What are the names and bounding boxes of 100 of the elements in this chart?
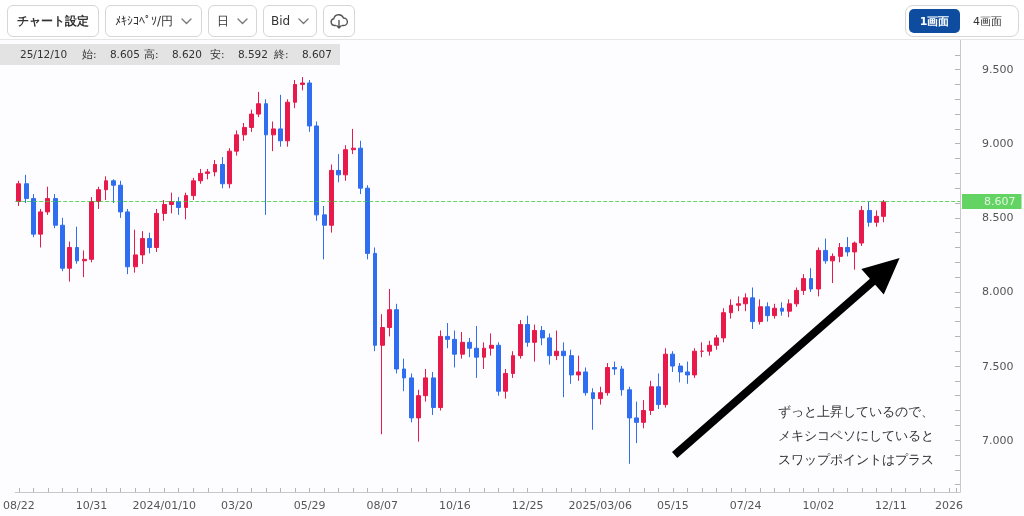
- x-tick-label: 10/16: [439, 499, 471, 512]
- candlestick: [45, 186, 50, 216]
- candlestick: [271, 121, 276, 152]
- y-tick-label: 7.000: [982, 433, 1014, 447]
- candlestick: [838, 242, 843, 263]
- candlestick: [867, 201, 872, 228]
- single-view-tab[interactable]: 1画面: [909, 9, 961, 33]
- download-button[interactable]: [323, 5, 355, 37]
- candlestick: [227, 147, 232, 189]
- candlestick: [816, 246, 821, 297]
- candlestick: [692, 347, 697, 379]
- candlestick: [583, 367, 588, 397]
- candlestick: [787, 298, 792, 318]
- x-tick-label: 2026: [935, 499, 964, 512]
- candlestick: [242, 122, 247, 142]
- candlestick: [38, 208, 43, 248]
- price-type-dropdown[interactable]: Bid: [263, 5, 317, 37]
- timeframe-dropdown[interactable]: 日: [208, 5, 257, 37]
- settings-button[interactable]: チャート設定: [7, 5, 99, 37]
- candlestick: [670, 350, 675, 373]
- candlestick: [576, 355, 581, 382]
- candlestick: [198, 168, 203, 185]
- candlestick: [532, 324, 537, 363]
- candlestick: [351, 128, 356, 155]
- candlestick: [118, 180, 123, 219]
- candlestick: [205, 168, 210, 180]
- candlestick: [511, 350, 515, 379]
- candlestick: [147, 232, 152, 254]
- candlestick: [598, 386, 603, 406]
- candlestick: [445, 322, 450, 349]
- candlestick: [256, 91, 261, 118]
- candlestick: [569, 349, 574, 385]
- candlestick: [641, 399, 646, 429]
- candlestick: [322, 205, 327, 260]
- candlestick: [249, 109, 254, 133]
- annotation: 25/12/10: [20, 48, 68, 61]
- candlestick: [729, 298, 733, 320]
- candlestick: [780, 301, 784, 317]
- candlestick: [278, 94, 283, 148]
- candlestick: [554, 329, 559, 361]
- x-tick-label: 05/29: [293, 499, 326, 512]
- candlestick: [620, 365, 624, 397]
- candlestick: [801, 273, 806, 296]
- candlestick: [82, 249, 87, 278]
- candlestick: [830, 252, 835, 284]
- candlestick: [852, 241, 857, 271]
- candlestick: [460, 331, 465, 360]
- candlestick: [162, 199, 167, 222]
- candlestick: [387, 288, 392, 337]
- annotation: 安: 8.592: [210, 48, 268, 61]
- x-tick-label: 12/25: [511, 499, 544, 512]
- candlestick: [300, 76, 305, 91]
- y-tick-label: 8.000: [982, 285, 1014, 299]
- candlestick: [89, 196, 94, 263]
- four-view-tab[interactable]: 4画面: [960, 9, 1015, 33]
- candlestick: [750, 286, 755, 330]
- candlestick: [503, 368, 508, 400]
- candlestick: [859, 205, 864, 247]
- ref-line-label: 8.607: [984, 195, 1016, 209]
- candlestick: [452, 329, 457, 369]
- x-tick-label: 12/11: [875, 499, 907, 512]
- candlestick: [765, 301, 770, 323]
- candlestick: [67, 241, 72, 283]
- candlestick: [540, 325, 545, 346]
- x-tick-label: 10/31: [75, 499, 108, 512]
- candlestick: [685, 361, 690, 385]
- x-tick-label: 03/20: [221, 499, 253, 512]
- candlestick: [591, 387, 595, 431]
- candlestick: [394, 303, 399, 374]
- candlestick: [24, 174, 29, 204]
- candlestick: [423, 368, 428, 403]
- candlestick: [634, 401, 639, 444]
- candlestick: [482, 341, 486, 370]
- candlestick: [700, 341, 704, 358]
- y-tick-label: 9.000: [982, 137, 1014, 151]
- candlestick: [845, 236, 850, 257]
- x-tick-label: 10/02: [802, 499, 835, 512]
- candlestick: [60, 217, 65, 272]
- x-tick-label: 08/07: [366, 499, 399, 512]
- candlestick: [431, 371, 436, 416]
- candlestick: [721, 307, 726, 343]
- candlestick: [365, 184, 370, 260]
- candlestick: [612, 361, 617, 376]
- x-tick-label: 2024/01/10: [132, 499, 196, 512]
- currency-pair-dropdown[interactable]: ﾒｷｼｺﾍﾟｿ/円: [105, 5, 202, 37]
- candlestick: [307, 79, 312, 133]
- candlestick: [794, 286, 799, 308]
- candlestick: [627, 386, 632, 465]
- candlestick: [154, 208, 159, 253]
- candlestick: [823, 238, 828, 265]
- candlestick: [489, 332, 494, 357]
- candlestick: [663, 347, 668, 409]
- candlestick: [329, 163, 334, 234]
- candlestick: [409, 372, 414, 423]
- candlestick: [649, 380, 654, 416]
- candlestick: [874, 209, 879, 228]
- candlestick: [525, 315, 530, 348]
- candlestick: [31, 193, 36, 238]
- candlestick: [678, 362, 683, 383]
- candlestick: [380, 313, 385, 435]
